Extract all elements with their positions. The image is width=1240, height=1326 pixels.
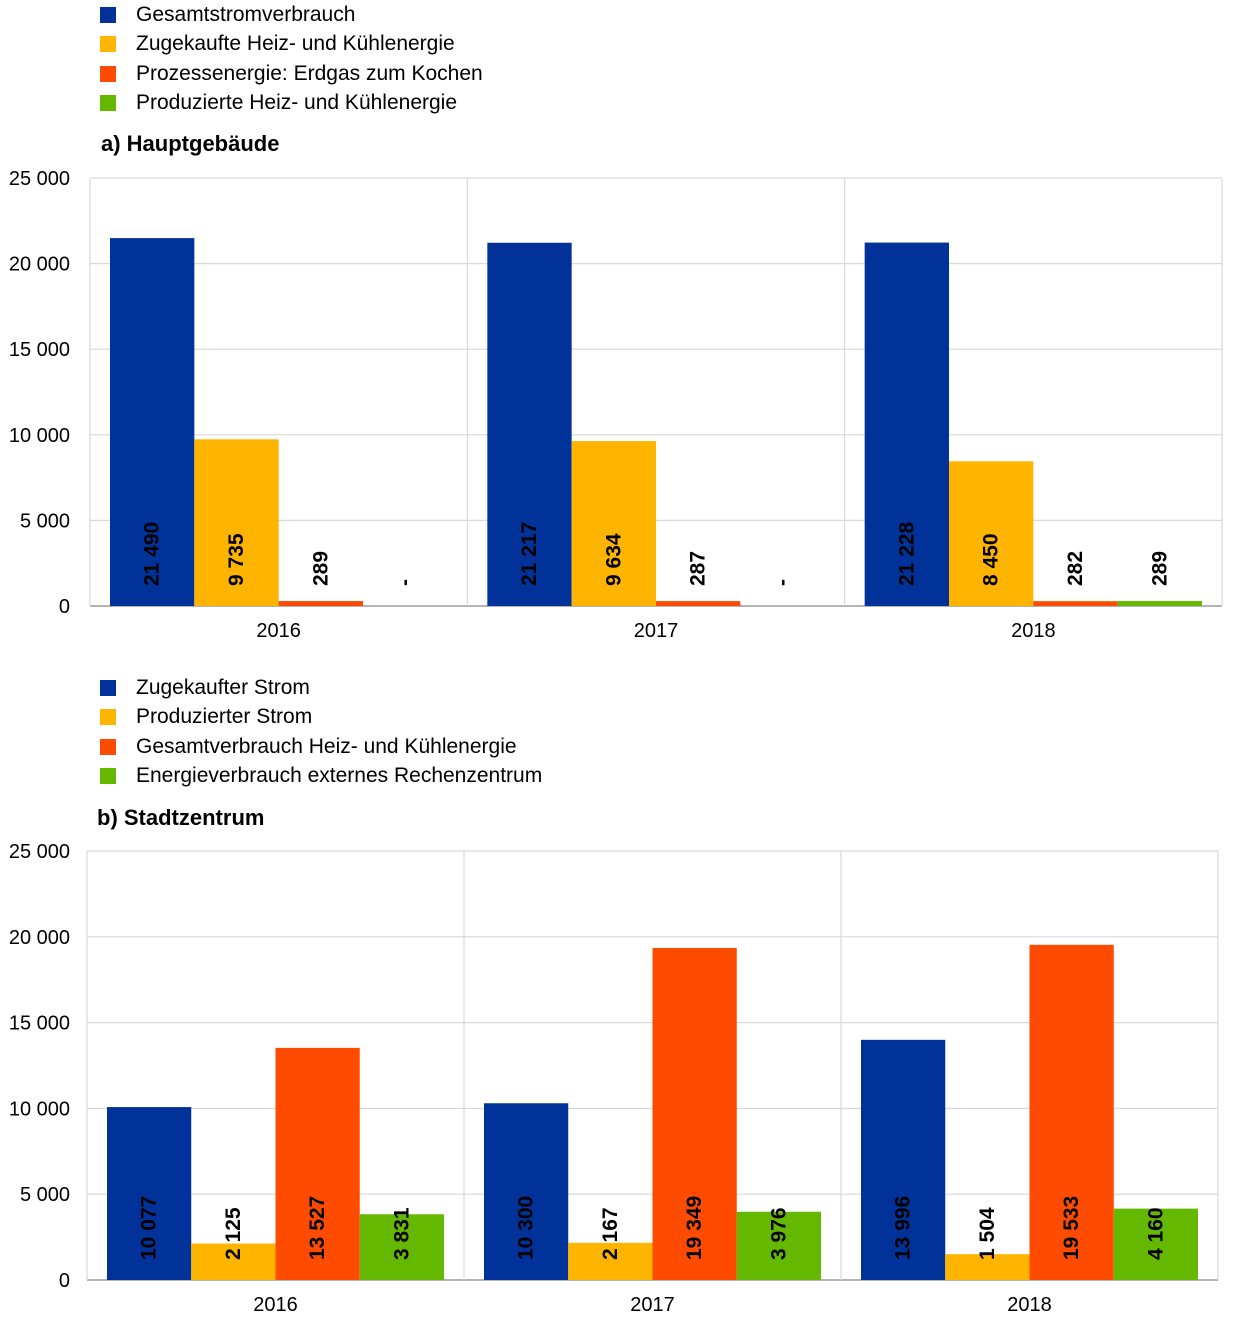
data-label: 3 831	[390, 1207, 413, 1260]
bar-chart: 0 5 000 10 000 15 000 20 000 25 000 21 490 9 73…	[9, 168, 1223, 642]
data-label: 287	[687, 551, 710, 586]
x-tick-label: 2017	[630, 1294, 675, 1316]
bar	[1029, 944, 1114, 1280]
data-label: 282	[1064, 551, 1087, 586]
legend-label: Zugekaufte Heiz- und Kühlenergie	[136, 32, 455, 56]
y-tick-label: 20 000	[9, 254, 70, 276]
legend-item: Gesamtverbrauch Heiz- und Kühlenergie	[100, 732, 542, 762]
legend-swatch	[100, 738, 116, 755]
bar	[1113, 1208, 1198, 1280]
bar	[652, 947, 737, 1280]
y-tick-label: 10 000	[9, 1098, 70, 1120]
bar	[1117, 601, 1202, 606]
y-tick-label: 25 000	[9, 841, 70, 863]
data-label: 2 125	[222, 1207, 245, 1260]
y-tick-label: 0	[59, 596, 70, 618]
legend-label: Zugekaufter Strom	[136, 675, 310, 699]
x-tick-label: 2016	[256, 620, 301, 642]
data-label: 289	[1148, 551, 1171, 586]
data-label: 9 735	[225, 533, 248, 586]
x-tick-label: 2018	[1011, 620, 1056, 642]
data-label: 1 504	[976, 1207, 999, 1260]
y-tick-label: 0	[59, 1270, 70, 1292]
legend: Zugekaufter Strom Produzierter Strom Gesam…	[100, 673, 542, 791]
legend-swatch	[100, 65, 116, 82]
legend-item: Energieverbrauch externes Rechenzentrum	[100, 762, 542, 792]
y-tick-label: 20 000	[9, 927, 70, 949]
x-tick-label: 2017	[634, 620, 679, 642]
bar	[568, 1242, 653, 1280]
y-tick-label: 10 000	[9, 425, 70, 447]
data-label: 2 167	[599, 1207, 622, 1260]
legend-item: Gesamtstromverbrauch	[100, 0, 483, 30]
y-tick-label: 15 000	[9, 339, 70, 361]
data-label: 19 349	[683, 1196, 706, 1260]
legend-label: Gesamtstromverbrauch	[136, 2, 356, 26]
legend-item: Produzierte Heiz- und Kühlenergie	[100, 89, 483, 119]
legend-label: Energieverbrauch externes Rechenzentrum	[136, 764, 543, 788]
legend-label: Produzierte Heiz- und Kühlenergie	[136, 91, 458, 115]
bar	[736, 1211, 821, 1280]
bar-chart: 0 5 000 10 000 15 000 20 000 25 000 10 077 2 12…	[9, 841, 1219, 1316]
data-label: 21 490	[141, 522, 164, 586]
bar	[359, 1214, 444, 1280]
x-tick-label: 2016	[253, 1294, 298, 1316]
data-label: 21 217	[518, 522, 541, 586]
bar	[949, 461, 1034, 606]
data-label: 10 077	[138, 1196, 161, 1260]
legend-swatch	[100, 768, 116, 785]
data-label: -	[771, 579, 794, 586]
data-label: 19 533	[1060, 1196, 1083, 1260]
legend-swatch	[100, 6, 116, 23]
legend-swatch	[100, 679, 116, 696]
data-label: 4 160	[1144, 1207, 1167, 1260]
legend-label: Produzierter Strom	[136, 705, 313, 729]
data-label: 8 450	[980, 533, 1003, 586]
bar	[487, 242, 572, 606]
y-tick-label: 25 000	[9, 168, 70, 190]
bar	[1033, 601, 1118, 606]
chart-title: a) Hauptgebäude	[101, 131, 280, 156]
legend-item: Zugekaufte Heiz- und Kühlenergie	[100, 30, 483, 60]
y-tick-label: 15 000	[9, 1013, 70, 1035]
legend-label: Prozessenergie: Erdgas zum Kochen	[136, 61, 483, 85]
y-tick-label: 5 000	[20, 1184, 70, 1206]
bar	[110, 238, 195, 607]
bar	[945, 1254, 1030, 1280]
legend-swatch	[100, 36, 116, 53]
bar	[194, 439, 279, 606]
bar	[861, 1039, 946, 1280]
data-label: 10 300	[515, 1196, 538, 1260]
legend: Gesamtstromverbrauch Zugekaufte Heiz- und…	[100, 0, 483, 118]
data-label: 13 527	[306, 1196, 329, 1260]
legend-item: Produzierter Strom	[100, 703, 542, 733]
bar	[656, 601, 741, 606]
bar	[484, 1103, 569, 1280]
data-label: 21 228	[895, 521, 918, 586]
bar	[278, 601, 363, 606]
bar	[864, 242, 949, 606]
bar	[275, 1047, 360, 1280]
x-tick-label: 2018	[1007, 1294, 1052, 1316]
legend-swatch	[100, 95, 116, 112]
data-label: 3 976	[767, 1207, 790, 1260]
bar	[107, 1107, 192, 1280]
legend-label: Gesamtverbrauch Heiz- und Kühlenergie	[136, 734, 517, 758]
data-label: -	[394, 579, 417, 586]
bar	[571, 441, 656, 606]
data-label: 13 996	[892, 1196, 915, 1260]
bar	[191, 1243, 276, 1280]
data-label: 289	[309, 551, 332, 586]
data-label: 9 634	[602, 533, 625, 586]
legend-item: Prozessenergie: Erdgas zum Kochen	[100, 59, 483, 89]
chart-title: b) Stadtzentrum	[97, 805, 265, 830]
legend-item: Zugekaufter Strom	[100, 673, 542, 703]
y-tick-label: 5 000	[20, 510, 70, 532]
legend-swatch	[100, 709, 116, 726]
